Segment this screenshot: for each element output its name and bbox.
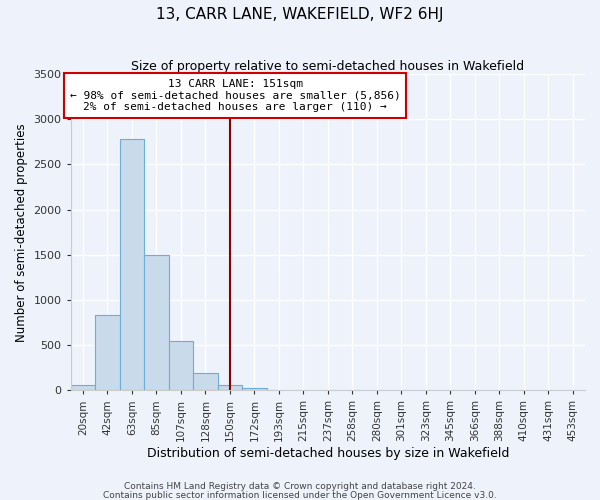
Text: Contains public sector information licensed under the Open Government Licence v3: Contains public sector information licen…: [103, 490, 497, 500]
Bar: [144, 255, 169, 390]
Bar: [169, 340, 193, 390]
Bar: [95, 316, 119, 390]
Bar: [218, 385, 242, 390]
Bar: [71, 385, 95, 390]
Text: 13, CARR LANE, WAKEFIELD, WF2 6HJ: 13, CARR LANE, WAKEFIELD, WF2 6HJ: [156, 8, 444, 22]
Title: Size of property relative to semi-detached houses in Wakefield: Size of property relative to semi-detach…: [131, 60, 524, 73]
Text: 13 CARR LANE: 151sqm
← 98% of semi-detached houses are smaller (5,856)
2% of sem: 13 CARR LANE: 151sqm ← 98% of semi-detac…: [70, 79, 401, 112]
Bar: [242, 388, 266, 390]
Text: Contains HM Land Registry data © Crown copyright and database right 2024.: Contains HM Land Registry data © Crown c…: [124, 482, 476, 491]
Bar: [119, 139, 144, 390]
Bar: [193, 373, 218, 390]
Y-axis label: Number of semi-detached properties: Number of semi-detached properties: [15, 123, 28, 342]
X-axis label: Distribution of semi-detached houses by size in Wakefield: Distribution of semi-detached houses by …: [146, 447, 509, 460]
